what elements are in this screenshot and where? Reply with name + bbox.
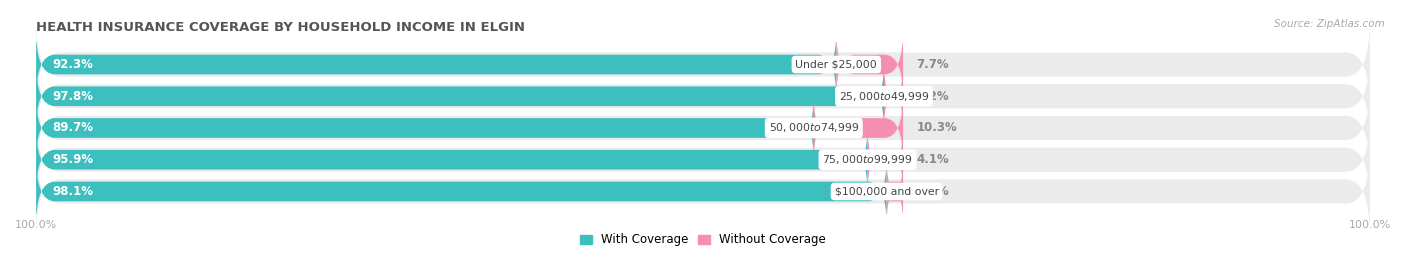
Text: $75,000 to $99,999: $75,000 to $99,999	[823, 153, 912, 166]
FancyBboxPatch shape	[37, 125, 868, 194]
Text: $50,000 to $74,999: $50,000 to $74,999	[769, 122, 859, 134]
FancyBboxPatch shape	[884, 157, 905, 226]
Text: 2.2%: 2.2%	[917, 90, 949, 103]
Text: Under $25,000: Under $25,000	[796, 59, 877, 69]
FancyBboxPatch shape	[837, 30, 903, 99]
Text: $25,000 to $49,999: $25,000 to $49,999	[839, 90, 929, 103]
Text: 98.1%: 98.1%	[52, 185, 93, 198]
Text: 10.3%: 10.3%	[917, 122, 957, 134]
FancyBboxPatch shape	[37, 146, 1369, 236]
FancyBboxPatch shape	[37, 51, 1369, 141]
Text: 4.1%: 4.1%	[917, 153, 949, 166]
Text: HEALTH INSURANCE COVERAGE BY HOUSEHOLD INCOME IN ELGIN: HEALTH INSURANCE COVERAGE BY HOUSEHOLD I…	[37, 20, 524, 34]
FancyBboxPatch shape	[37, 19, 1369, 109]
Text: 1.9%: 1.9%	[917, 185, 949, 198]
Text: 7.7%: 7.7%	[917, 58, 949, 71]
Text: 97.8%: 97.8%	[52, 90, 93, 103]
Text: 92.3%: 92.3%	[52, 58, 93, 71]
Legend: With Coverage, Without Coverage: With Coverage, Without Coverage	[579, 233, 827, 246]
Text: 95.9%: 95.9%	[52, 153, 93, 166]
Text: $100,000 and over: $100,000 and over	[835, 186, 939, 196]
FancyBboxPatch shape	[884, 62, 903, 131]
FancyBboxPatch shape	[814, 93, 903, 162]
FancyBboxPatch shape	[37, 157, 887, 226]
FancyBboxPatch shape	[37, 83, 1369, 173]
FancyBboxPatch shape	[37, 62, 884, 131]
FancyBboxPatch shape	[37, 93, 814, 162]
Text: Source: ZipAtlas.com: Source: ZipAtlas.com	[1274, 19, 1385, 29]
Text: 89.7%: 89.7%	[52, 122, 93, 134]
FancyBboxPatch shape	[37, 30, 837, 99]
FancyBboxPatch shape	[37, 115, 1369, 205]
FancyBboxPatch shape	[868, 125, 903, 194]
